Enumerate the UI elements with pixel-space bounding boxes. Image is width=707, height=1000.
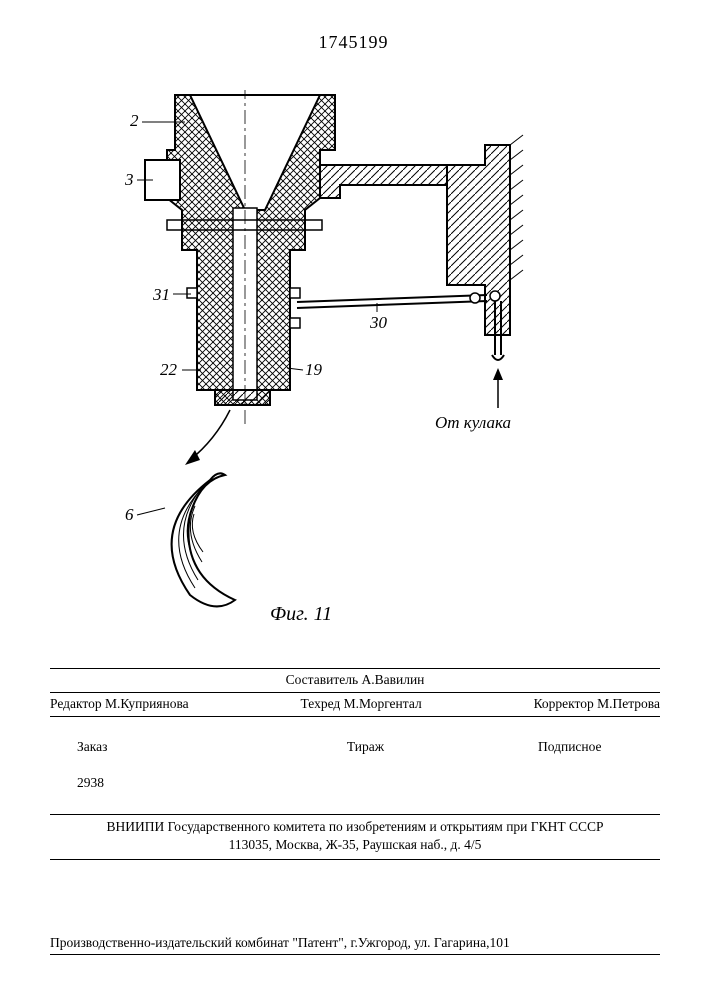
stem-lug-right — [290, 288, 300, 298]
device-body — [167, 95, 335, 405]
label-22: 22 — [160, 360, 178, 379]
order-number: 2938 — [77, 775, 104, 790]
tech-editor-name: М.Моргентал — [344, 696, 422, 711]
cam-arrow — [493, 368, 503, 408]
crescent-product — [172, 473, 235, 606]
label-31: 31 — [152, 285, 170, 304]
label-3: 3 — [124, 170, 134, 189]
label-2: 2 — [130, 111, 139, 130]
lever-rod — [297, 291, 504, 360]
footer-line: Производственно-издательский комбинат "П… — [50, 929, 660, 955]
corrector-name: М.Петрова — [597, 696, 660, 711]
org-line2: 113035, Москва, Ж-35, Раушская наб., д. … — [50, 836, 660, 854]
patent-number: 1745199 — [0, 32, 707, 53]
editor-label: Редактор — [50, 696, 102, 711]
compiler-label: Составитель — [286, 672, 359, 687]
support-wall — [447, 135, 523, 335]
label-from-cam: От кулака — [435, 413, 511, 432]
label-19: 19 — [305, 360, 323, 379]
compiler-name: А.Вавилин — [361, 672, 424, 687]
editor-name: М.Куприянова — [105, 696, 189, 711]
tech-editor-label: Техред — [301, 696, 341, 711]
subscription-label: Подписное — [538, 739, 602, 754]
label-30: 30 — [369, 313, 388, 332]
figure-caption: Фиг. 11 — [270, 603, 332, 625]
credits-block: Составитель А.Вавилин Редактор М.Куприян… — [50, 668, 660, 860]
order-label: Заказ — [77, 739, 107, 754]
stem-lug-left — [187, 288, 197, 298]
print-run-label: Тираж — [347, 739, 384, 754]
support-arm — [320, 165, 447, 198]
corrector-label: Корректор — [534, 696, 594, 711]
stem-lug-right2 — [290, 318, 300, 328]
eject-arrow — [185, 410, 230, 465]
label-6: 6 — [125, 505, 134, 524]
patent-figure: От кулака 2 3 31 22 — [115, 90, 595, 650]
org-line1: ВНИИПИ Государственного комитета по изоб… — [50, 818, 660, 836]
